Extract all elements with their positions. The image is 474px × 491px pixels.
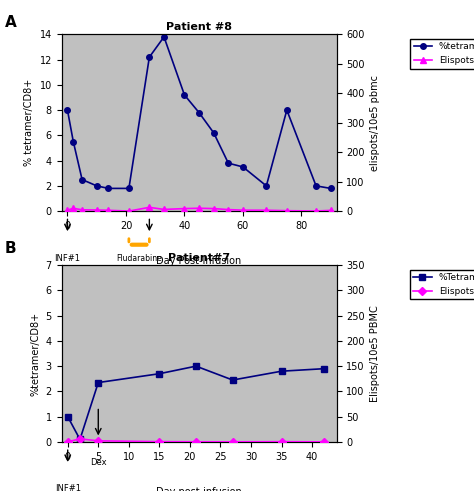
- Text: Dex: Dex: [90, 458, 107, 467]
- Legend: %Tetramer, Elispots: %Tetramer, Elispots: [410, 270, 474, 300]
- Title: Patient #8: Patient #8: [166, 22, 232, 32]
- X-axis label: Day Post-Infusion: Day Post-Infusion: [156, 256, 242, 266]
- X-axis label: Day post-infusion: Day post-infusion: [156, 487, 242, 491]
- Text: INF#1: INF#1: [55, 485, 81, 491]
- Legend: %tetramer, Elispots: %tetramer, Elispots: [410, 39, 474, 69]
- Y-axis label: % tetramer/CD8+: % tetramer/CD8+: [24, 79, 34, 166]
- Text: INF#1: INF#1: [55, 254, 81, 263]
- Y-axis label: Elispots/10e5 PBMC: Elispots/10e5 PBMC: [371, 305, 381, 402]
- Text: A: A: [5, 15, 17, 30]
- Y-axis label: %tetramer/CD8+: %tetramer/CD8+: [30, 311, 40, 396]
- Text: INF#2: INF#2: [137, 275, 163, 284]
- Text: Fludarabine: Fludarabine: [116, 254, 162, 263]
- Y-axis label: elispots/10e5 pbmc: elispots/10e5 pbmc: [370, 75, 380, 171]
- Title: Patient#7: Patient#7: [168, 253, 230, 263]
- Text: B: B: [5, 241, 17, 256]
